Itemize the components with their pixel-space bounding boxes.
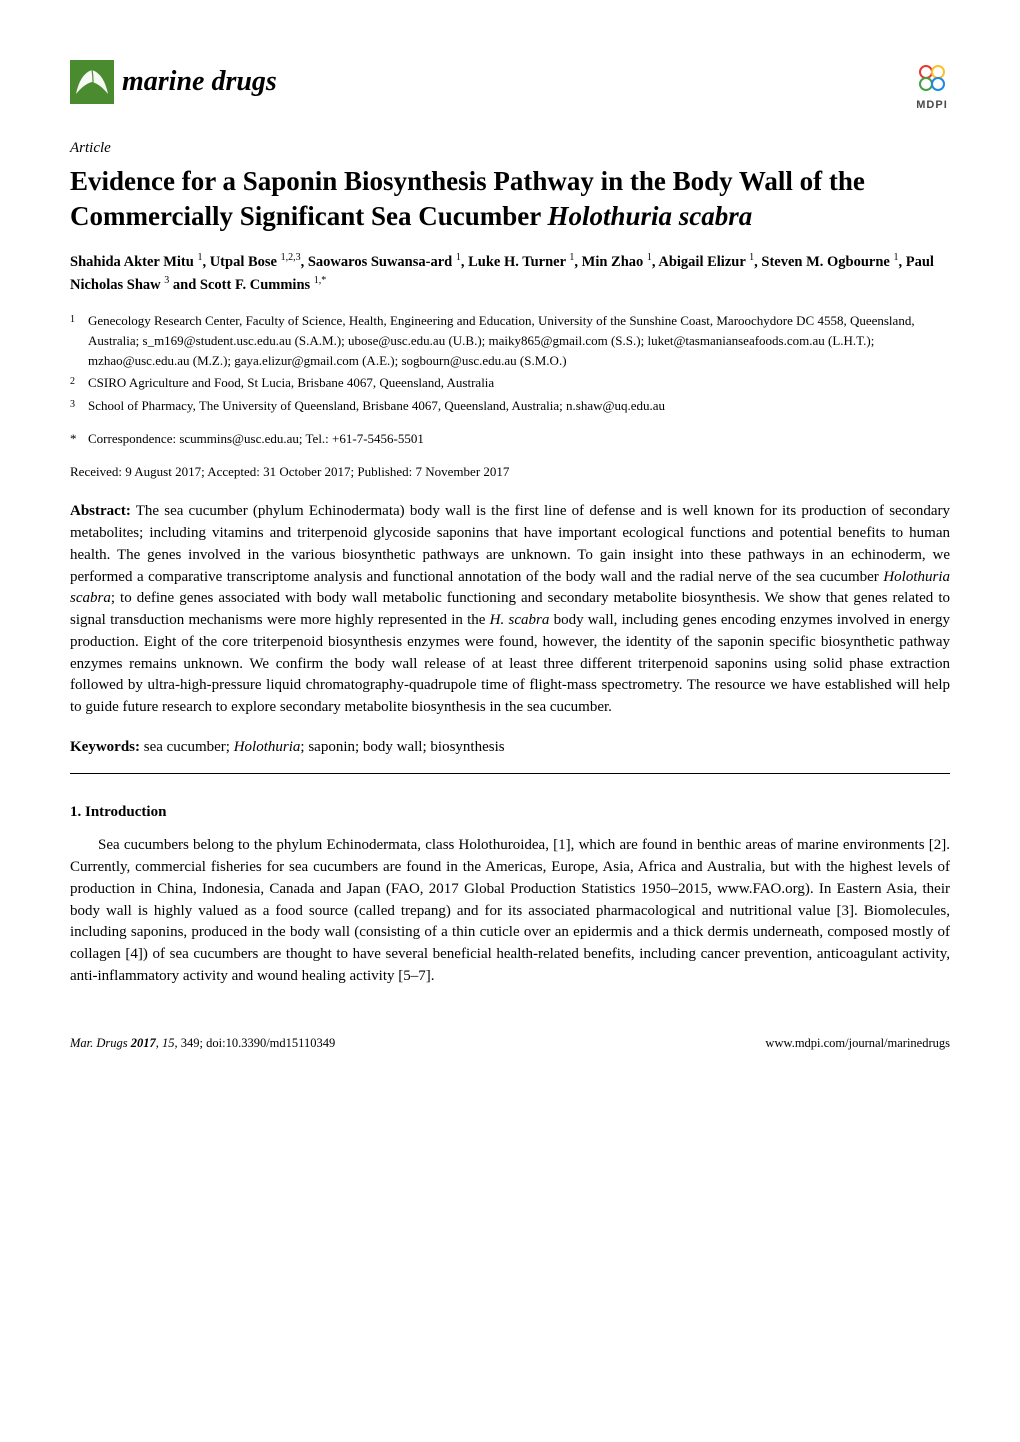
page-header: marine drugs MDPI	[70, 60, 950, 114]
footer-citation: Mar. Drugs 2017, 15, 349; doi:10.3390/md…	[70, 1034, 335, 1052]
title-species: Holothuria scabra	[547, 201, 752, 231]
journal-logo-icon	[70, 60, 114, 104]
intro-paragraph-1: Sea cucumbers belong to the phylum Echin…	[70, 835, 950, 987]
journal-name: marine drugs	[122, 62, 277, 103]
abstract-label: Abstract:	[70, 503, 131, 519]
affiliation-number: 2	[70, 373, 78, 393]
affiliation-text: Genecology Research Center, Faculty of S…	[88, 311, 950, 371]
article-type: Article	[70, 138, 950, 160]
affiliation-item: 1Genecology Research Center, Faculty of …	[70, 311, 950, 371]
publication-dates: Received: 9 August 2017; Accepted: 31 Oc…	[70, 463, 950, 482]
page-footer: Mar. Drugs 2017, 15, 349; doi:10.3390/md…	[70, 1034, 950, 1052]
correspondence-text: Correspondence: scummins@usc.edu.au; Tel…	[88, 430, 424, 449]
footer-journal: Mar. Drugs	[70, 1036, 128, 1050]
keywords-text-1: sea cucumber;	[140, 739, 234, 755]
footer-url: www.mdpi.com/journal/marinedrugs	[765, 1034, 950, 1052]
affiliation-text: School of Pharmacy, The University of Qu…	[88, 396, 950, 416]
affiliation-item: 2 CSIRO Agriculture and Food, St Lucia, B…	[70, 373, 950, 393]
keywords: Keywords: sea cucumber; Holothuria; sapo…	[70, 737, 950, 759]
footer-volume: 15	[162, 1036, 175, 1050]
footer-doi: doi:10.3390/md15110349	[206, 1036, 335, 1050]
footer-year: 2017	[131, 1036, 156, 1050]
correspondence-marker: *	[70, 430, 78, 449]
article-title: Evidence for a Saponin Biosynthesis Path…	[70, 164, 950, 234]
affiliation-number: 3	[70, 396, 78, 416]
abstract-text-1: The sea cucumber (phylum Echinodermata) …	[70, 503, 950, 584]
keywords-species: Holothuria	[234, 739, 301, 755]
abstract-species-2: H. scabra	[490, 612, 550, 628]
section-divider	[70, 773, 950, 774]
publisher-name: MDPI	[916, 98, 948, 114]
affiliation-number: 1	[70, 311, 78, 371]
affiliation-item: 3 School of Pharmacy, The University of Q…	[70, 396, 950, 416]
publisher-logo: MDPI	[914, 60, 950, 114]
affiliation-text: CSIRO Agriculture and Food, St Lucia, Br…	[88, 373, 950, 393]
keywords-label: Keywords:	[70, 739, 140, 755]
author-list: Shahida Akter Mitu 1, Utpal Bose 1,2,3, …	[70, 250, 950, 297]
section-heading-intro: 1. Introduction	[70, 802, 950, 824]
correspondence: * Correspondence: scummins@usc.edu.au; T…	[70, 430, 950, 449]
mdpi-logo-icon	[914, 60, 950, 96]
keywords-text-2: ; saponin; body wall; biosynthesis	[300, 739, 504, 755]
affiliations-list: 1Genecology Research Center, Faculty of …	[70, 311, 950, 416]
abstract: Abstract: The sea cucumber (phylum Echin…	[70, 501, 950, 719]
footer-page: 349	[181, 1036, 200, 1050]
journal-logo: marine drugs	[70, 60, 277, 104]
